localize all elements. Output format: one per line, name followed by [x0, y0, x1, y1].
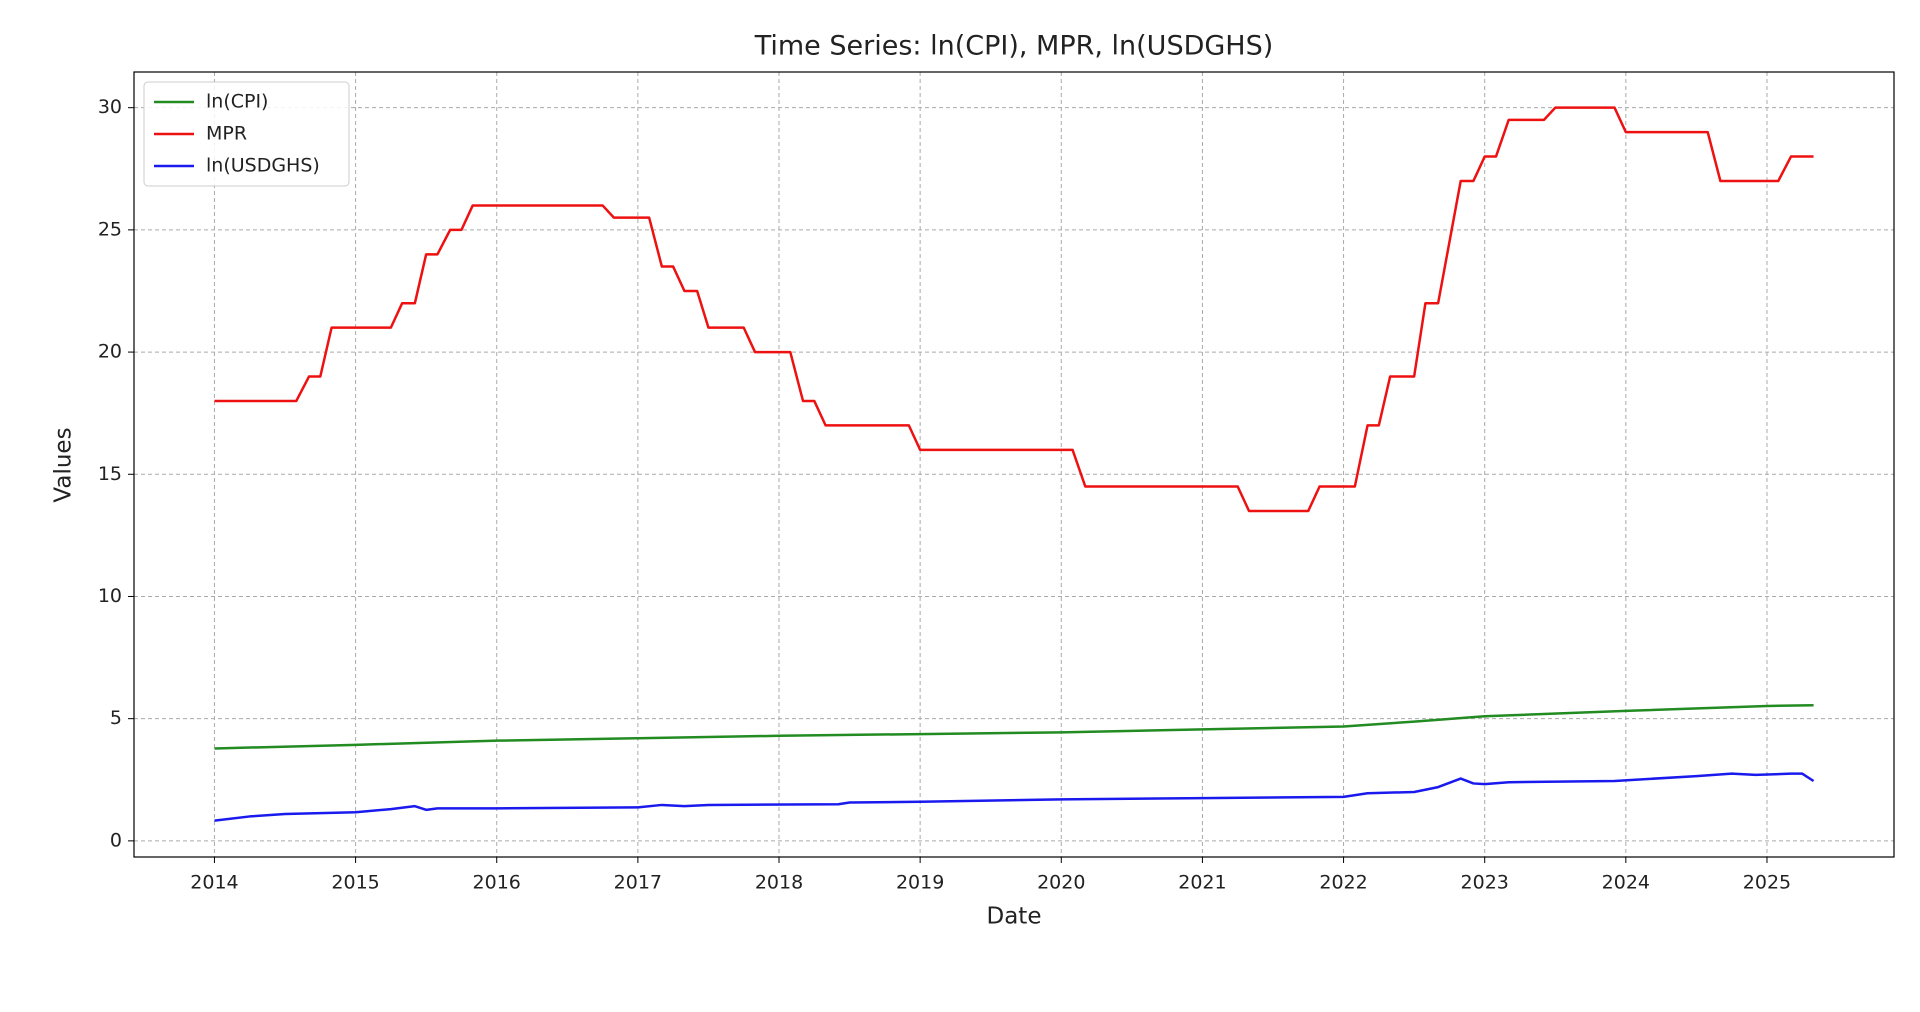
chart-title: Time Series: ln(CPI), MPR, ln(USDGHS)	[754, 31, 1274, 62]
y-tick-label: 10	[98, 585, 122, 607]
y-tick-label: 30	[98, 96, 122, 118]
x-tick-label: 2022	[1319, 872, 1367, 894]
legend-label: MPR	[206, 123, 247, 145]
y-tick-label: 5	[110, 707, 122, 729]
x-tick-label: 2018	[755, 872, 803, 894]
series-line	[214, 106, 1814, 513]
legend-box	[143, 81, 350, 187]
legend-label: ln(CPI)	[206, 91, 268, 113]
y-tick-label: 15	[98, 463, 122, 485]
x-tick-label: 2015	[331, 872, 379, 894]
x-tick-label: 2021	[1178, 872, 1226, 894]
x-tick-label: 2017	[614, 872, 662, 894]
x-tick-label: 2023	[1461, 872, 1509, 894]
y-axis-label: Values	[51, 427, 77, 502]
plot-frame	[133, 71, 1895, 858]
series-line	[214, 772, 1815, 822]
y-tick-label: 20	[98, 341, 122, 363]
x-tick-label: 2025	[1743, 872, 1791, 894]
x-tick-label: 2016	[473, 872, 521, 894]
x-axis-label: Date	[987, 904, 1042, 930]
series-line	[214, 703, 1814, 750]
y-tick-label: 25	[98, 218, 122, 240]
legend-label: ln(USDGHS)	[206, 155, 320, 177]
x-tick-label: 2019	[896, 872, 944, 894]
x-tick-label: 2024	[1602, 872, 1650, 894]
x-tick-label: 2020	[1037, 872, 1085, 894]
x-tick-label: 2014	[190, 872, 238, 894]
y-tick-label: 0	[110, 829, 122, 851]
